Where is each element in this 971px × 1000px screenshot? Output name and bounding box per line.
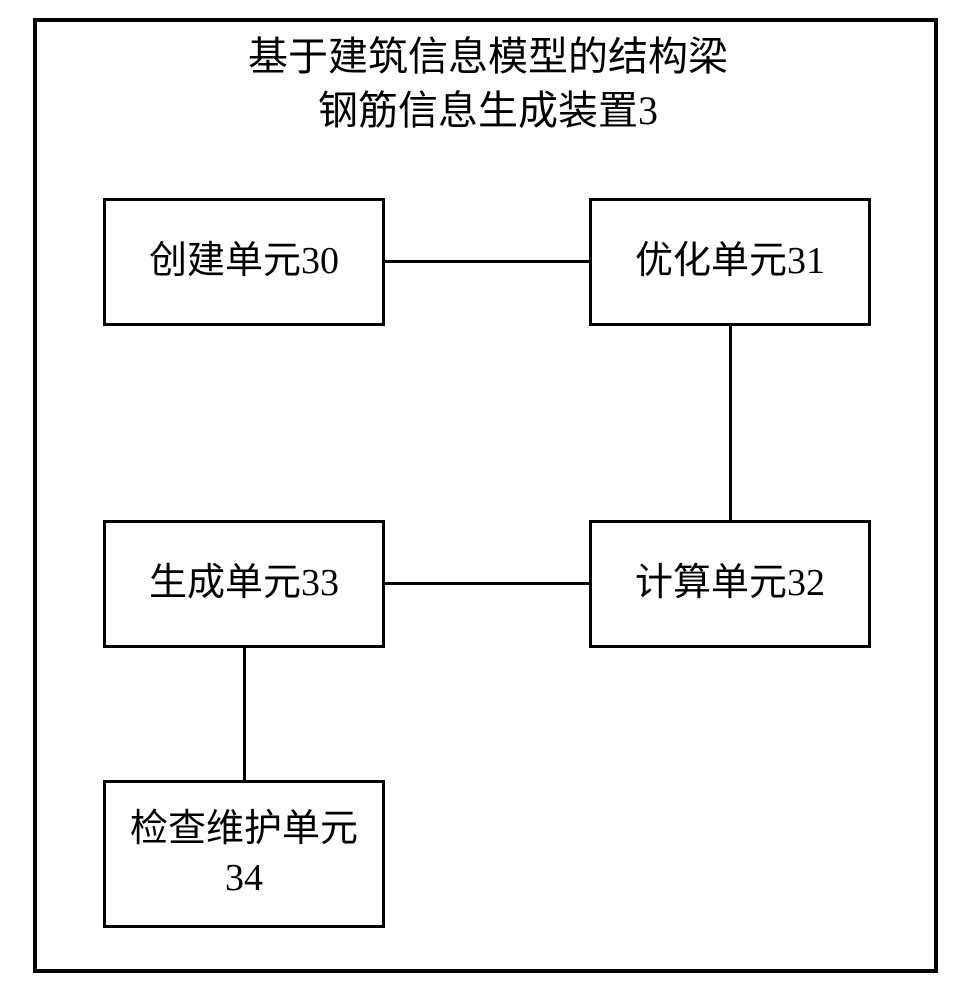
title-line2: 钢筋信息生成装置3 — [318, 88, 658, 133]
node-label: 检查维护单元 34 — [130, 805, 358, 904]
node-label: 生成单元33 — [149, 559, 339, 608]
node-inspect-maintain-unit-34: 检查维护单元 34 — [103, 780, 385, 928]
diagram-title: 基于建筑信息模型的结构梁 钢筋信息生成装置3 — [88, 30, 888, 138]
node-label: 优化单元31 — [635, 237, 825, 286]
node-label: 创建单元30 — [149, 237, 339, 286]
node-create-unit-30: 创建单元30 — [103, 198, 385, 326]
node-label: 计算单元32 — [635, 559, 825, 608]
edge-33-34 — [243, 648, 246, 780]
diagram-canvas: 基于建筑信息模型的结构梁 钢筋信息生成装置3 创建单元30 优化单元31 计算单… — [0, 0, 971, 1000]
title-line1: 基于建筑信息模型的结构梁 — [248, 34, 728, 79]
edge-30-31 — [385, 260, 589, 263]
edge-32-33 — [385, 582, 589, 585]
edge-31-32 — [729, 326, 732, 520]
node-optimize-unit-31: 优化单元31 — [589, 198, 871, 326]
node-generate-unit-33: 生成单元33 — [103, 520, 385, 648]
node-calc-unit-32: 计算单元32 — [589, 520, 871, 648]
